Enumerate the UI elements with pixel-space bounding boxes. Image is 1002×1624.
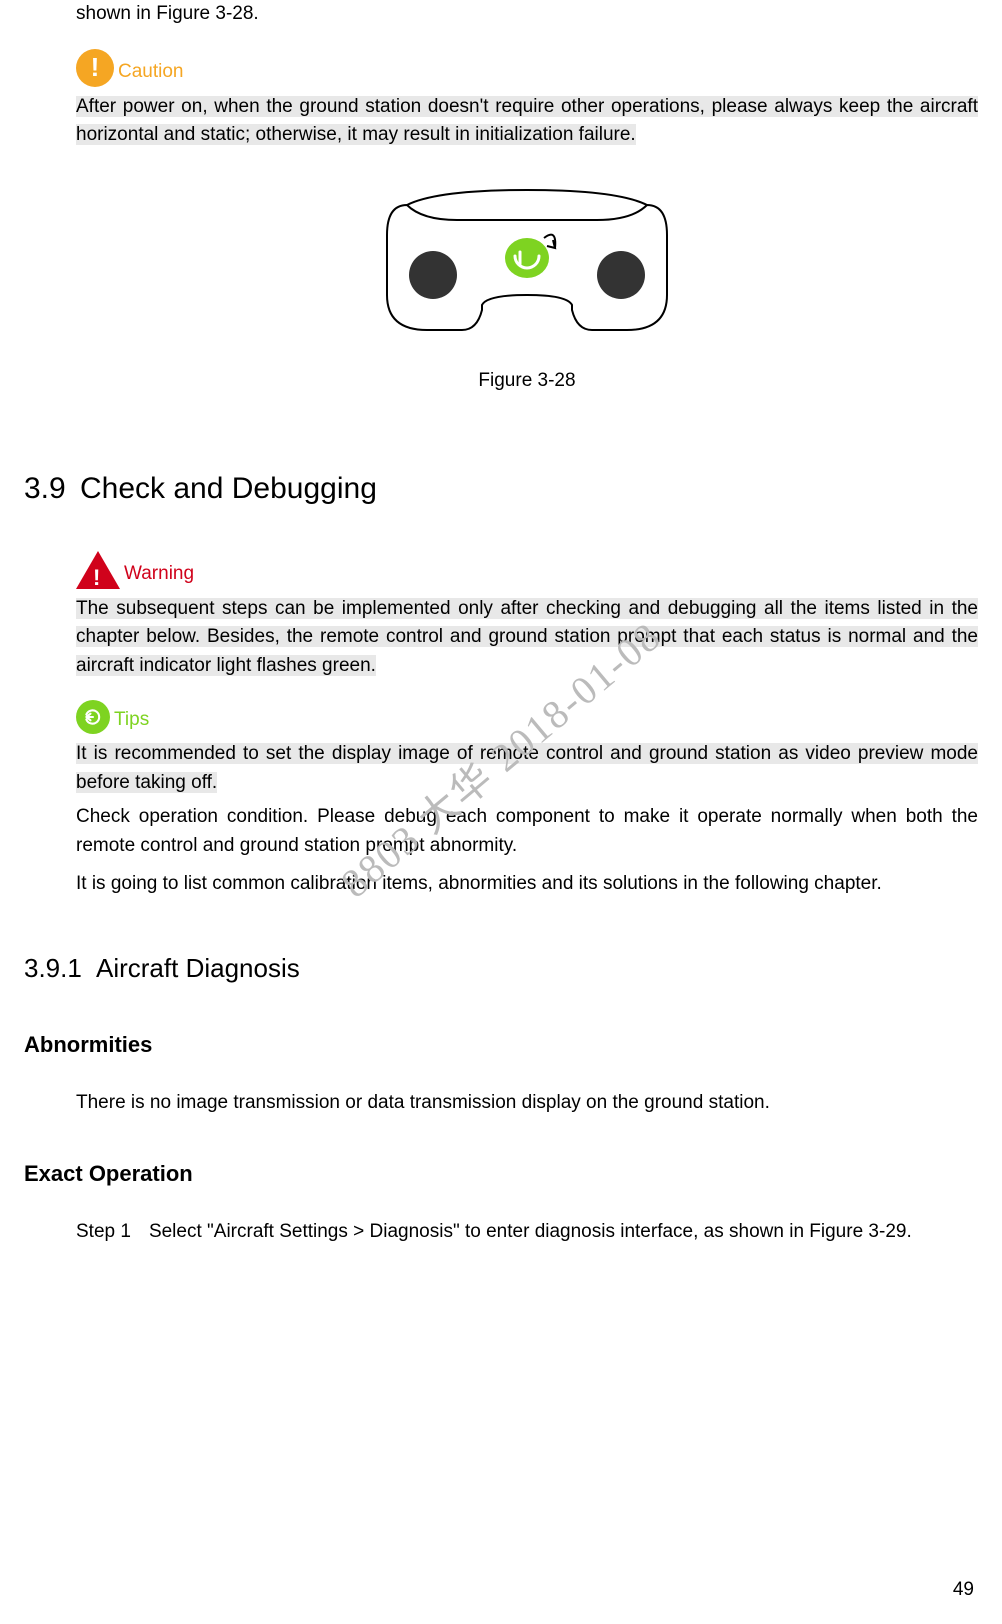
tips-icon <box>76 700 110 734</box>
section-3-9-1-heading: 3.9.1Aircraft Diagnosis <box>24 949 978 988</box>
warning-text: The subsequent steps can be implemented … <box>76 595 978 681</box>
step-1-text: Select "Aircraft Settings > Diagnosis" t… <box>149 1218 912 1247</box>
section-3-9-heading: 3.9Check and Debugging <box>24 466 978 511</box>
warning-block: Warning <box>76 551 978 589</box>
controller-illustration <box>377 180 677 340</box>
step-1: Step 1 Select "Aircraft Settings > Diagn… <box>76 1218 978 1247</box>
warning-icon <box>76 551 120 589</box>
page-number: 49 <box>953 1576 974 1605</box>
abnormities-text: There is no image transmission or data t… <box>76 1089 978 1118</box>
tips-para1: Check operation condition. Please debug … <box>76 803 978 860</box>
exact-operation-heading: Exact Operation <box>24 1157 978 1190</box>
tips-highlight: It is recommended to set the display ima… <box>76 740 978 797</box>
warning-label: Warning <box>124 560 194 589</box>
tips-para2: It is going to list common calibration i… <box>76 870 978 899</box>
tips-label: Tips <box>114 706 149 735</box>
caution-label: Caution <box>118 58 184 87</box>
abnormities-heading: Abnormities <box>24 1028 978 1061</box>
caution-icon: ! <box>76 49 114 87</box>
tips-block: Tips <box>76 700 978 734</box>
caution-text: After power on, when the ground station … <box>76 93 978 150</box>
step-1-label: Step 1 <box>76 1218 131 1247</box>
caution-block: ! Caution <box>76 49 978 87</box>
figure-3-28: Figure 3-28 <box>76 180 978 396</box>
figure-caption: Figure 3-28 <box>76 367 978 396</box>
intro-line: shown in Figure 3-28. <box>76 0 978 29</box>
